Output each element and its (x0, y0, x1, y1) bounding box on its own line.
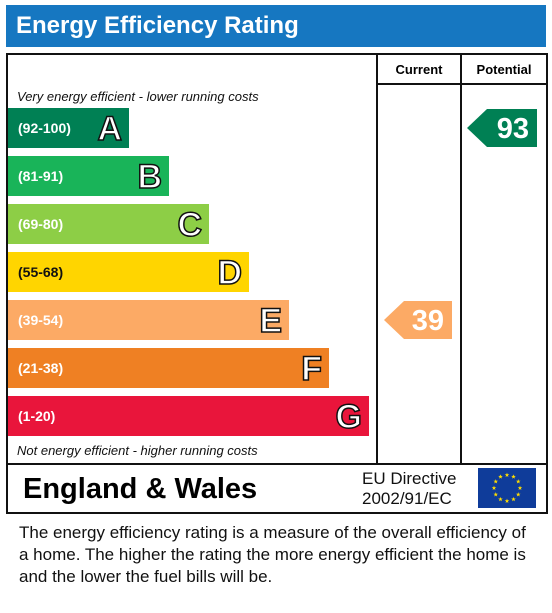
rating-description: The energy efficiency rating is a measur… (19, 523, 526, 586)
eu-star-icon (491, 485, 497, 490)
eu-star-icon (498, 496, 503, 502)
eu-star-icon (504, 472, 510, 477)
eu-star-icon (517, 485, 523, 490)
band-a: (92-100) A (8, 108, 129, 149)
current-rating-arrow-value: 39 (411, 305, 444, 337)
eu-star-icon (511, 474, 516, 479)
current-rating-arrow: 39 (384, 301, 452, 339)
band-c: (69-80) C (8, 204, 209, 245)
eu-star-icon (515, 479, 521, 484)
hint-very-efficient: Very energy efficient - lower running co… (17, 89, 259, 104)
band-range-label: (55-68) (18, 264, 64, 280)
title-bar: Energy Efficiency Rating (6, 5, 546, 47)
band-f: (21-38) F (8, 348, 329, 389)
divider-potential (460, 55, 462, 465)
footer-rule (8, 463, 546, 465)
band-letter-label: B (137, 157, 163, 197)
eu-star-icon (504, 498, 510, 503)
potential-column-header: Potential (476, 62, 532, 77)
band-e: (39-54) E (8, 300, 289, 341)
hint-not-efficient: Not energy efficient - higher running co… (17, 443, 258, 458)
potential-rating-arrow-value: 93 (496, 113, 529, 145)
header-rule (376, 83, 546, 85)
directive-line-2: 2002/91/EC (362, 489, 452, 508)
band-letter-label: D (217, 253, 243, 293)
eu-star-icon (493, 492, 499, 497)
band-letter-label: C (177, 205, 203, 245)
chart-title: Energy Efficiency Rating (16, 12, 299, 39)
rating-table: Current Potential Very energy efficient … (6, 53, 548, 514)
band-range-label: (92-100) (18, 120, 71, 136)
band-range-label: (81-91) (18, 168, 64, 184)
current-column-header: Current (395, 62, 443, 77)
band-letter-label: G (335, 397, 363, 437)
band-range-label: (69-80) (18, 216, 64, 232)
potential-rating-arrow: 93 (467, 109, 537, 147)
band-range-label: (21-38) (18, 360, 64, 376)
divider-current (376, 55, 378, 465)
eu-star-icon (515, 492, 521, 497)
eu-flag-icon (478, 468, 536, 508)
eu-star-icon (493, 479, 499, 484)
band-letter-label: A (97, 109, 123, 149)
band-letter-label: F (300, 349, 322, 389)
eu-star-icon (498, 474, 503, 479)
band-b: (81-91) B (8, 156, 169, 197)
band-range-label: (1-20) (18, 408, 56, 424)
band-range-label: (39-54) (18, 312, 64, 328)
country-label: England & Wales (23, 473, 258, 505)
band-d: (55-68) D (8, 252, 249, 293)
band-letter-label: E (259, 301, 283, 341)
directive-line-1: EU Directive (362, 469, 457, 488)
band-g: (1-20) G (8, 396, 369, 437)
eu-directive: EU Directive 2002/91/EC (362, 469, 456, 509)
eu-star-icon (511, 496, 516, 502)
